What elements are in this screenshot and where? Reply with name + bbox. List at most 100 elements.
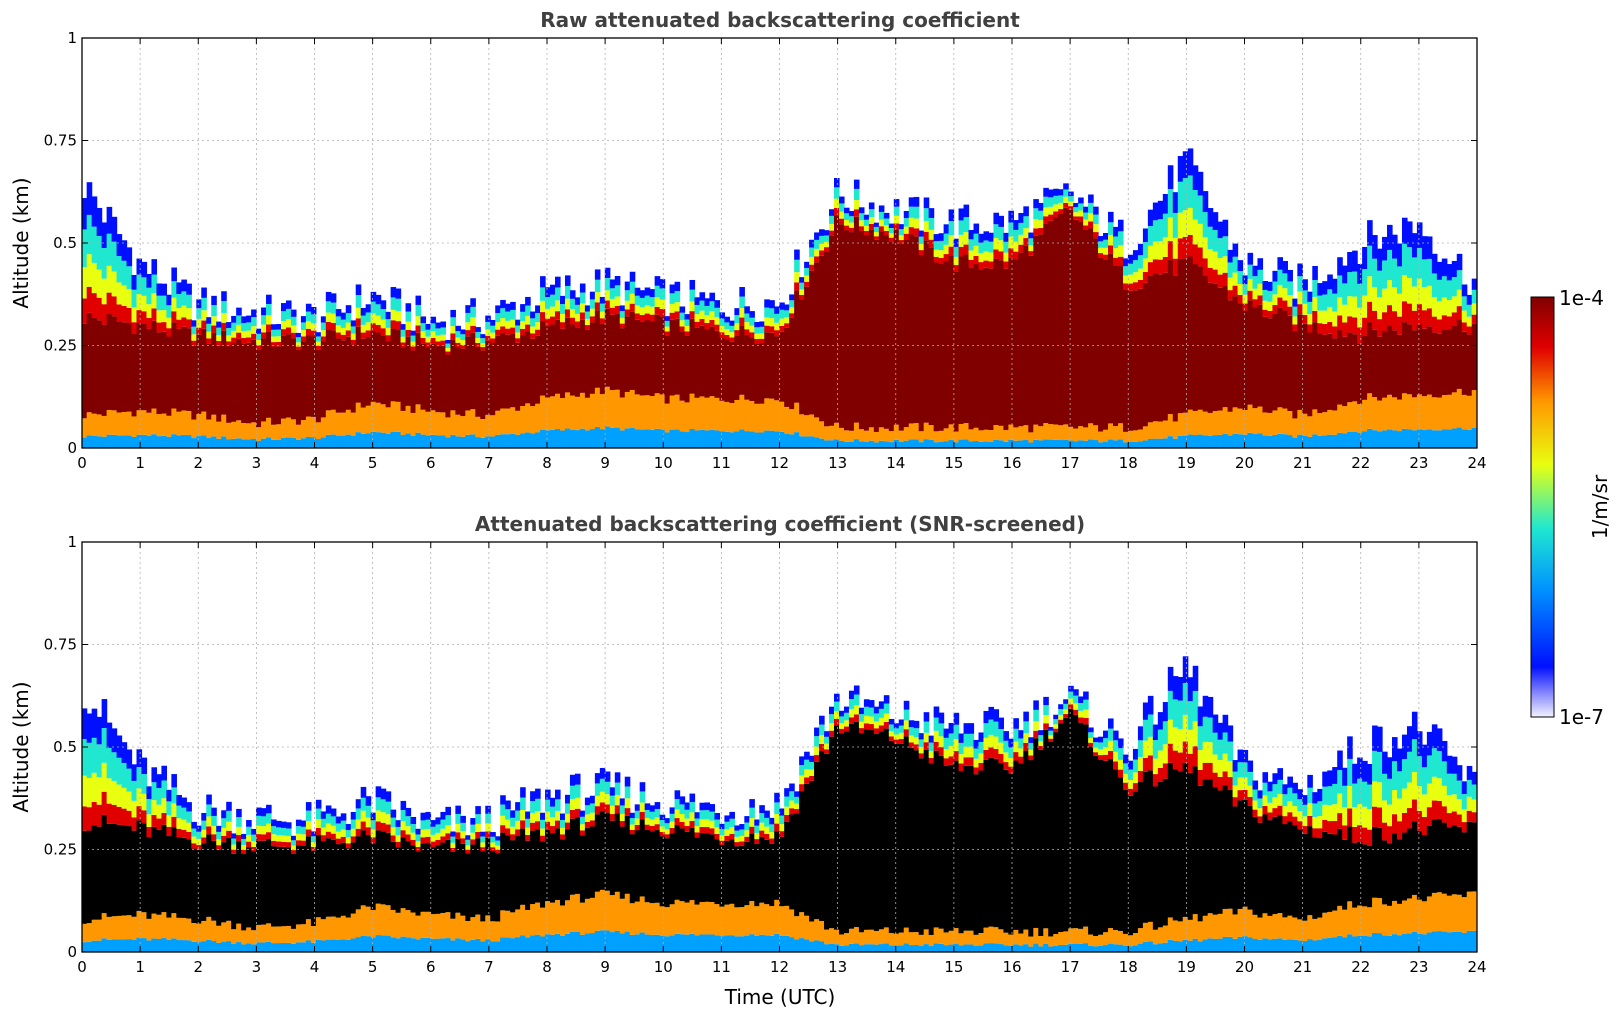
heatmap-cell	[1436, 319, 1443, 334]
heatmap-cell	[415, 841, 422, 847]
heatmap-cell	[719, 906, 725, 937]
heatmap-cell	[834, 439, 840, 448]
heatmap-cell	[181, 819, 187, 830]
heatmap-cell	[819, 250, 825, 256]
heatmap-cell	[1262, 300, 1269, 310]
heatmap-cell	[1352, 842, 1358, 908]
heatmap-cell	[1068, 209, 1074, 427]
heatmap-cell	[161, 798, 167, 813]
heatmap-cell	[440, 912, 446, 939]
heatmap-cell	[799, 791, 805, 913]
heatmap-cell	[176, 837, 182, 918]
heatmap-cell	[1073, 943, 1079, 952]
heatmap-cell	[784, 406, 790, 434]
heatmap-cell	[176, 319, 182, 329]
heatmap-cell	[495, 312, 501, 323]
heatmap-cell	[1147, 941, 1154, 952]
heatmap-cell	[271, 926, 277, 944]
heatmap-cell	[709, 396, 716, 430]
heatmap-cell	[998, 753, 1004, 764]
y-tick-label: 1	[67, 29, 77, 47]
heatmap-cell	[1217, 913, 1224, 939]
heatmap-cell	[490, 319, 496, 326]
heatmap-cell	[325, 939, 332, 952]
heatmap-cell	[1431, 724, 1438, 749]
heatmap-cell	[1058, 189, 1064, 196]
heatmap-cell	[1297, 263, 1303, 277]
heatmap-cell	[1461, 296, 1468, 311]
heatmap-cell	[1212, 230, 1219, 252]
heatmap-cell	[355, 326, 362, 403]
heatmap-cell	[1063, 699, 1069, 704]
heatmap-cell	[460, 329, 466, 335]
heatmap-cell	[1242, 936, 1249, 952]
heatmap-cell	[1232, 407, 1239, 434]
heatmap-cell	[804, 783, 810, 916]
heatmap-cell	[206, 834, 212, 917]
heatmap-cell	[300, 845, 307, 925]
heatmap-cell	[908, 742, 915, 748]
heatmap-cell	[998, 240, 1004, 252]
heatmap-cell	[809, 755, 815, 763]
heatmap-cell	[719, 337, 725, 401]
heatmap-cell	[475, 332, 481, 338]
heatmap-cell	[853, 714, 860, 722]
heatmap-cell	[1451, 296, 1458, 313]
heatmap-cell	[500, 937, 506, 952]
heatmap-cell	[993, 425, 1000, 440]
heatmap-cell	[1257, 816, 1264, 823]
heatmap-cell	[883, 441, 890, 448]
heatmap-cell	[1192, 766, 1199, 915]
heatmap-cell	[146, 837, 153, 919]
heatmap-cell	[953, 246, 960, 257]
heatmap-cell	[649, 819, 656, 826]
heatmap-cell	[1127, 769, 1134, 780]
heatmap-cell	[709, 301, 716, 312]
heatmap-cell	[1451, 931, 1458, 952]
heatmap-cell	[1207, 696, 1214, 718]
x-tick-label: 7	[484, 454, 494, 472]
heatmap-cell	[1441, 740, 1448, 762]
heatmap-cell	[1307, 826, 1313, 916]
heatmap-cell	[774, 330, 780, 337]
heatmap-cell	[1387, 826, 1393, 844]
heatmap-cell	[649, 321, 656, 397]
heatmap-cell	[540, 312, 546, 322]
heatmap-cell	[305, 836, 312, 920]
heatmap-cell	[550, 396, 556, 430]
heatmap-cell	[1122, 773, 1129, 783]
heatmap-cell	[948, 764, 955, 931]
heatmap-cell	[1028, 251, 1034, 256]
heatmap-cell	[460, 939, 466, 952]
heatmap-cell	[898, 441, 905, 448]
heatmap-cell	[1426, 755, 1433, 784]
heatmap-cell	[1127, 946, 1134, 952]
heatmap-cell	[669, 807, 676, 814]
heatmap-cell	[724, 334, 730, 340]
heatmap-cell	[390, 909, 397, 938]
heatmap-cell	[1252, 789, 1259, 801]
heatmap-cell	[430, 846, 437, 915]
heatmap-cell	[345, 824, 352, 831]
heatmap-cell	[430, 338, 437, 344]
heatmap-cell	[535, 335, 541, 404]
heatmap-cell	[878, 427, 885, 441]
heatmap-cell	[993, 943, 1000, 952]
heatmap-cell	[898, 235, 905, 241]
heatmap-cell	[784, 327, 790, 407]
heatmap-cell	[1257, 295, 1264, 305]
heatmap-cell	[858, 213, 865, 221]
heatmap-cell	[161, 283, 167, 296]
heatmap-cell	[515, 802, 521, 811]
heatmap-cell	[614, 296, 621, 306]
heatmap-cell	[1312, 265, 1318, 281]
heatmap-cell	[420, 337, 427, 344]
heatmap-cell	[834, 422, 840, 440]
heatmap-cell	[789, 307, 795, 314]
heatmap-cell	[1093, 742, 1099, 748]
heatmap-cell	[96, 777, 103, 805]
heatmap-cell	[305, 303, 312, 312]
heatmap-cell	[1078, 696, 1084, 704]
heatmap-cell	[1073, 703, 1079, 710]
heatmap-cell	[176, 294, 182, 309]
